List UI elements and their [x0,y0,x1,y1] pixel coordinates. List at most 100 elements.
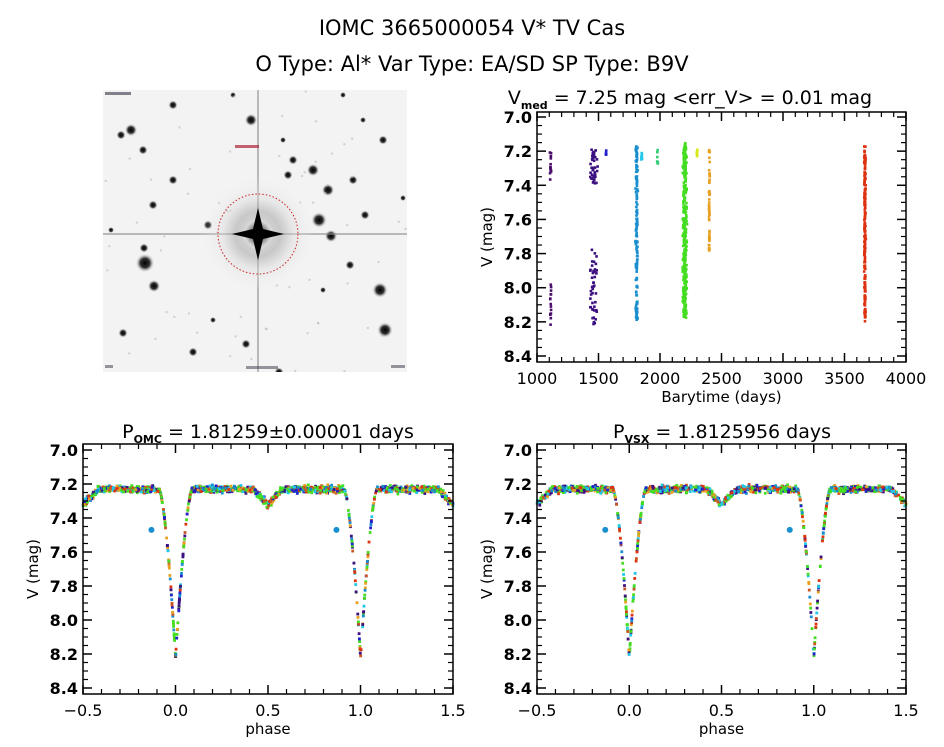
data-point [171,619,175,623]
data-point [218,487,221,491]
data-point [771,489,775,493]
data-point [862,145,866,148]
data-point [730,491,734,495]
data-point [716,500,720,504]
data-point [579,484,583,488]
data-point [404,485,408,489]
data-point [855,490,859,494]
data-point [187,499,191,503]
data-point [684,170,687,174]
data-point [885,488,889,492]
data-point [863,174,866,178]
data-point [172,628,176,632]
data-point [130,484,134,487]
data-point [328,488,332,491]
data-point [697,488,701,492]
data-point [667,485,671,489]
data-point [731,493,734,497]
data-point [724,497,728,501]
data-point [194,487,198,491]
data-point [443,491,447,495]
data-point [825,504,828,508]
data-point [629,623,633,626]
data-point [691,485,695,489]
data-point [310,491,314,495]
data-point [684,283,688,287]
data-point [863,165,867,168]
data-point [683,144,687,148]
data-point [84,503,88,507]
data-point [589,293,593,296]
data-point [591,307,594,311]
data-point [228,490,232,494]
data-point [363,588,367,592]
data-point [684,308,688,312]
data-point [632,584,636,588]
data-point [636,251,639,255]
data-point [635,212,639,216]
series-epoch-3 [604,149,608,156]
data-point [779,491,783,495]
data-point [682,152,686,155]
data-point [887,485,891,489]
data-point [254,492,258,496]
data-point [869,488,873,492]
data-point [851,489,854,492]
data-point [682,161,686,165]
data-point [369,526,373,530]
data-point [684,148,688,151]
data-point [384,485,388,488]
data-point [436,485,440,489]
faint-star [135,221,139,224]
data-point [708,492,712,496]
corner-label-bottom-center [246,366,278,369]
data-point [627,648,631,652]
data-point [225,486,228,490]
data-point [290,490,294,493]
data-point [176,627,179,631]
data-point [616,516,620,520]
x-tick-label: 1500 [578,369,619,388]
data-point [630,619,634,623]
data-point [768,490,772,493]
faint-star [324,192,327,195]
x-tick-label: 0.5 [709,701,734,720]
faint-star [128,352,131,355]
data-point [549,316,553,320]
data-point [589,175,592,179]
data-point [332,488,336,491]
data-point [842,492,845,496]
data-point [780,485,783,488]
data-point [380,487,384,491]
data-point [634,234,638,237]
data-point [637,532,641,536]
data-point [600,486,604,490]
data-point [635,155,639,159]
data-point [739,485,742,489]
data-point [684,486,688,490]
data-point [552,488,556,492]
data-point [549,297,552,300]
data-point [639,517,642,521]
title-subscript: med [521,99,548,112]
data-point [656,161,660,164]
data-point [422,484,426,488]
field-star [324,229,338,243]
data-point [622,578,626,582]
finder-stars [104,90,407,372]
data-point [385,486,389,490]
data-point [708,156,711,160]
title-rest: = 7.25 mag <err_V> = 0.01 mag [548,87,872,109]
y-tick-label: 8.0 [50,611,78,630]
data-point [903,504,907,508]
data-point [772,486,776,490]
data-point [244,488,247,492]
data-point [863,300,867,303]
y-tick-label: 8.4 [504,679,532,698]
data-point [594,487,598,491]
data-point [350,539,354,543]
data-point [618,529,622,533]
data-point [634,240,637,244]
data-point [118,486,122,490]
data-point [634,305,638,308]
